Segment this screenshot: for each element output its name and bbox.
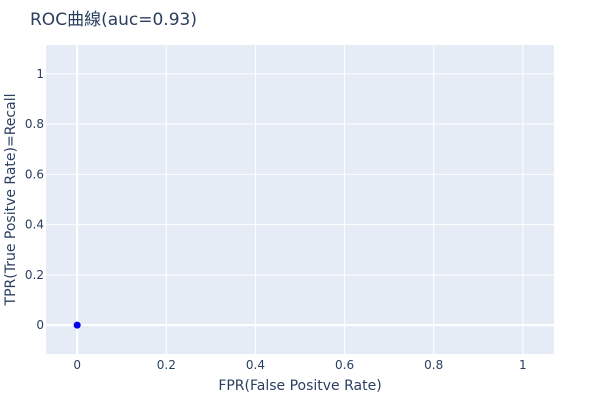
- x-tick-label: 0: [73, 358, 81, 372]
- x-tick-label: 0.6: [335, 358, 354, 372]
- y-tick-label: 1: [36, 67, 44, 81]
- zero-lines: [46, 45, 554, 354]
- data-points: [73, 321, 81, 329]
- x-gridlines: [165, 45, 524, 354]
- y-tick-label: 0.6: [25, 167, 44, 181]
- x-tick-label: 0.4: [246, 358, 265, 372]
- x-tick-label: 0.2: [157, 358, 176, 372]
- plot-area: [46, 45, 554, 354]
- y-tick-label: 0: [36, 318, 44, 332]
- y-gridlines: [46, 73, 554, 276]
- x-axis-title: FPR(False Positve Rate): [218, 378, 381, 394]
- x-tick-label: 1: [519, 358, 527, 372]
- x-tick-label: 0.8: [424, 358, 443, 372]
- chart-title: ROC曲線(auc=0.93): [30, 10, 197, 30]
- y-tick-label: 0.2: [25, 268, 44, 282]
- y-tick-label: 0.4: [25, 218, 44, 232]
- x-tick-labels: 0 0.2 0.4 0.6 0.8 1: [73, 358, 526, 372]
- y-axis-title: TPR(True Positve Rate)=Recall: [3, 94, 19, 307]
- data-point: [73, 321, 81, 329]
- y-tick-labels: 0 0.2 0.4 0.6 0.8 1: [25, 67, 44, 332]
- y-tick-label: 0.8: [25, 117, 44, 131]
